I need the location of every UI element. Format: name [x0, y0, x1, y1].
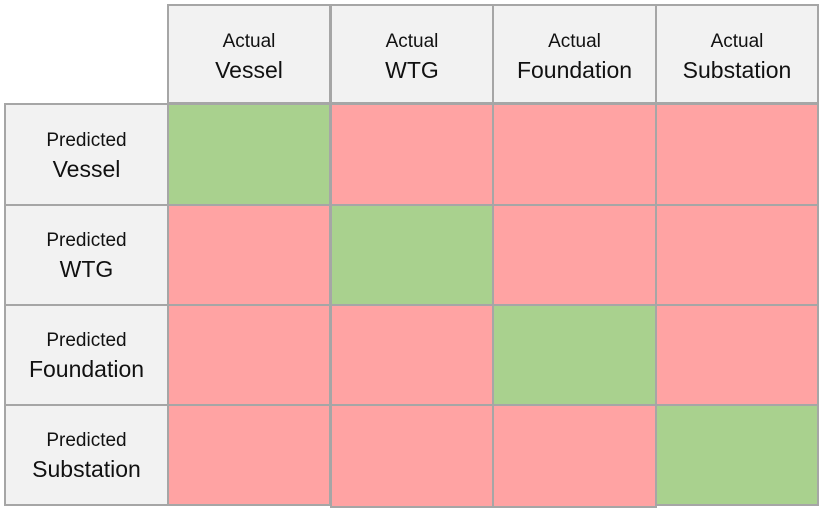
column-header-prefix: Actual [222, 31, 276, 52]
matrix-cell-r0-c0 [167, 103, 331, 206]
column-header-label: Vessel [215, 57, 283, 83]
row-header-prefix: Predicted [46, 230, 127, 251]
row-header-prefix: Predicted [46, 330, 127, 351]
matrix-cell-r3-c3 [655, 404, 819, 506]
row-header-label: Substation [32, 456, 141, 482]
column-header-label: Substation [682, 57, 792, 83]
matrix-cell-r2-c0 [167, 304, 331, 406]
column-header-label: Foundation [516, 57, 633, 83]
row-header-foundation: Predicted Foundation [4, 304, 169, 406]
matrix-cell-r2-c3 [655, 304, 819, 406]
row-header-label: WTG [59, 256, 114, 282]
matrix-cell-r1-c1 [330, 204, 494, 306]
matrix-cell-r3-c2 [492, 404, 657, 508]
row-header-label: Vessel [52, 155, 121, 182]
row-header-substation: Predicted Substation [4, 404, 169, 506]
column-header-vessel: Actual Vessel [167, 4, 331, 104]
row-header-prefix: Predicted [46, 430, 127, 451]
matrix-cell-r0-c2 [492, 103, 657, 206]
column-header-foundation: Actual Foundation [492, 4, 657, 104]
matrix-cell-r3-c0 [167, 404, 331, 506]
matrix-cell-r1-c3 [655, 204, 819, 306]
matrix-cell-r0-c3 [655, 103, 819, 206]
row-header-wtg: Predicted WTG [4, 204, 169, 306]
row-header-label: Foundation [28, 356, 145, 382]
column-header-prefix: Actual [385, 31, 439, 52]
row-header-vessel: Predicted Vessel [4, 103, 169, 206]
matrix-cell-r1-c2 [492, 204, 657, 306]
row-header-prefix: Predicted [46, 129, 127, 151]
matrix-cell-r1-c0 [167, 204, 331, 306]
matrix-cell-r3-c1 [330, 404, 494, 508]
column-header-prefix: Actual [548, 31, 601, 52]
matrix-cell-r0-c1 [330, 103, 494, 206]
matrix-cell-r2-c1 [330, 304, 494, 406]
column-header-substation: Actual Substation [655, 4, 819, 104]
column-header-prefix: Actual [710, 31, 764, 52]
column-header-wtg: Actual WTG [330, 4, 494, 104]
matrix-cell-r2-c2 [492, 304, 657, 406]
column-header-label: WTG [385, 57, 439, 83]
